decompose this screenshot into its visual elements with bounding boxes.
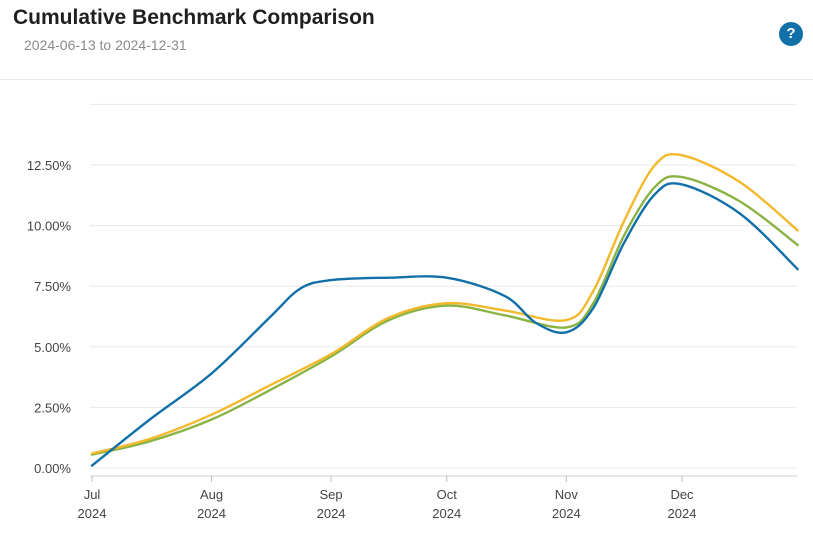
x-tick-year: 2024 bbox=[78, 506, 107, 521]
x-tick-year: 2024 bbox=[668, 506, 697, 521]
series-line bbox=[90, 152, 799, 455]
y-tick-label: 2.50% bbox=[34, 400, 71, 415]
y-tick-label: 12.50% bbox=[27, 158, 72, 173]
help-icon[interactable]: ? bbox=[779, 22, 803, 46]
x-tick-year: 2024 bbox=[552, 506, 581, 521]
series-line bbox=[90, 182, 799, 467]
x-tick-month: Oct bbox=[437, 487, 458, 502]
x-tick-month: Jul bbox=[84, 487, 101, 502]
x-tick-year: 2024 bbox=[197, 506, 226, 521]
y-tick-label: 10.00% bbox=[27, 219, 72, 234]
x-tick-year: 2024 bbox=[432, 506, 461, 521]
x-tick-month: Sep bbox=[320, 487, 343, 502]
series-line bbox=[90, 175, 799, 456]
y-tick-label: 5.00% bbox=[34, 340, 71, 355]
y-tick-label: 7.50% bbox=[34, 279, 71, 294]
x-tick-month: Aug bbox=[200, 487, 223, 502]
chart-header: Cumulative Benchmark Comparison 2024-06-… bbox=[0, 0, 813, 80]
x-tick-year: 2024 bbox=[317, 506, 346, 521]
date-range: 2024-06-13 to 2024-12-31 bbox=[24, 37, 187, 53]
x-tick-month: Nov bbox=[555, 487, 579, 502]
y-tick-label: 0.00% bbox=[34, 461, 71, 476]
x-tick-month: Dec bbox=[670, 487, 694, 502]
chart-title: Cumulative Benchmark Comparison bbox=[13, 6, 375, 29]
